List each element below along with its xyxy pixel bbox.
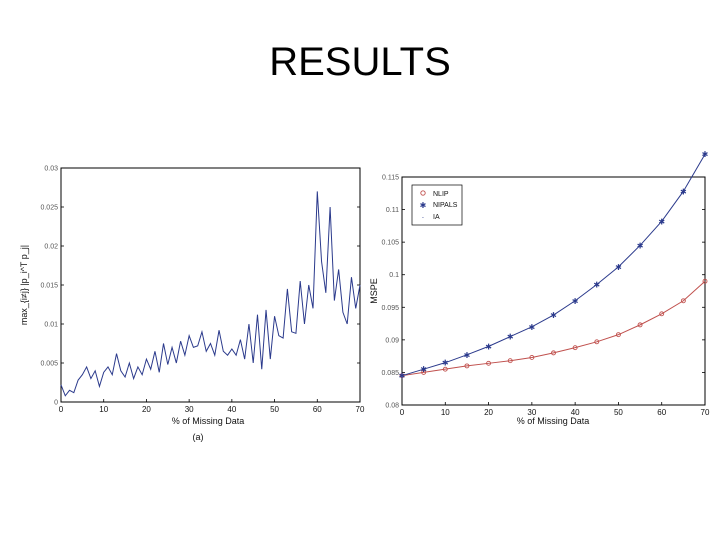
y-tick-label: 0.03	[44, 166, 58, 173]
nipals-point: ✱	[637, 241, 644, 250]
y-tick-label: 0	[54, 400, 58, 407]
nlip-point	[442, 366, 448, 372]
nlip-point	[507, 358, 513, 364]
chart-a-frame	[60, 167, 361, 403]
chart-b-nipals-line	[401, 153, 706, 377]
nipals-point: ✱	[420, 365, 427, 374]
chart-b-xlabel: % of Missing Data	[517, 416, 590, 426]
y-tick-label: 0.105	[381, 240, 399, 247]
x-tick-label: 0	[400, 408, 405, 417]
y-tick-label: 0.08	[385, 403, 399, 410]
nipals-point: ✱	[572, 297, 579, 306]
chart-a-xlabel: % of Missing Data	[172, 416, 245, 426]
nlip-point	[486, 360, 492, 366]
x-tick-label: 40	[227, 405, 236, 414]
x-tick-label: 10	[441, 408, 450, 417]
nipals-point: ✱	[507, 333, 514, 342]
legend-nipals-label: NIPALS	[433, 202, 458, 209]
x-tick-label: 20	[484, 408, 493, 417]
chart-a: 0 10 20 30 40 50 60 70 0 0.005 0.01 0.015 0.02 0.025 0…	[19, 166, 365, 443]
nipals-point: ✱	[485, 342, 492, 351]
legend-nlip-label: NLIP	[433, 191, 449, 198]
nlip-point	[594, 339, 600, 345]
x-tick-label: 60	[657, 408, 666, 417]
legend-ia-label: IA	[433, 214, 440, 221]
x-tick-label: 50	[614, 408, 623, 417]
nlip-point	[659, 311, 665, 317]
nipals-point: ✱	[550, 311, 557, 320]
y-tick-label: 0.095	[381, 305, 399, 312]
y-tick-label: 0.005	[40, 361, 58, 368]
nlip-point	[637, 322, 643, 328]
nipals-point: ✱	[399, 372, 406, 381]
nlip-point	[551, 350, 556, 356]
y-tick-label: 0.085	[381, 370, 399, 377]
nipals-point: ✱	[529, 323, 536, 332]
y-tick-label: 0.11	[386, 207, 399, 214]
chart-b-legend: NLIP ✱ NIPALS · IA	[411, 184, 463, 226]
chart-a-ylabel: max_{i≠j} |p_i^T p_j|	[19, 245, 29, 325]
y-tick-label: 0.02	[44, 244, 58, 251]
x-tick-label: 70	[356, 405, 365, 414]
x-tick-label: 30	[185, 405, 194, 414]
y-tick-label: 0.115	[382, 175, 399, 182]
chart-a-series-line	[60, 191, 361, 397]
nipals-point: ✱	[658, 217, 665, 226]
y-tick-label: 0.09	[385, 337, 399, 344]
chart-b-ylabel: MSPE	[369, 278, 379, 304]
legend-nlip-marker	[420, 190, 426, 196]
y-tick-label: 0.015	[40, 283, 58, 290]
x-tick-label: 0	[59, 405, 64, 414]
nipals-point: ✱	[702, 150, 709, 159]
nlip-point	[529, 354, 535, 360]
chart-b: 0 10 20 30 40 50 60 70 0.08 0.085 0.09 0.095 0.1 0.10…	[369, 150, 710, 426]
nlip-point	[615, 332, 621, 338]
legend-nipals-marker: ✱	[420, 201, 427, 210]
x-tick-label: 40	[571, 408, 580, 417]
nlip-point	[464, 363, 470, 369]
nipals-point: ✱	[680, 187, 687, 196]
nipals-point: ✱	[615, 263, 622, 272]
chart-a-panel-label: (a)	[193, 432, 204, 442]
x-tick-label: 50	[270, 405, 279, 414]
chart-a-ticks: 0 10 20 30 40 50 60 70 0 0.005 0.01 0.015 0.02 0.025 0…	[40, 166, 365, 415]
legend-ia-marker: ·	[422, 213, 425, 222]
nlip-point	[399, 373, 405, 379]
chart-b-ticks: 0 10 20 30 40 50 60 70 0.08 0.085 0.09 0.095 0.1 0.10…	[381, 175, 710, 418]
nipals-point: ✱	[442, 359, 449, 368]
y-tick-label: 0.01	[44, 322, 58, 329]
y-tick-label: 0.1	[389, 272, 399, 279]
chart-b-markers: ✱ ✱ ✱ ✱ ✱ ✱ ✱ ✱ ✱ ✱ ✱ ✱ ✱ ✱ ✱	[399, 150, 709, 380]
x-tick-label: 20	[142, 405, 151, 414]
x-tick-label: 60	[313, 405, 322, 414]
x-tick-label: 30	[527, 408, 536, 417]
slide-title: RESULTS	[269, 40, 451, 84]
nlip-point	[702, 278, 708, 284]
nlip-point	[680, 298, 686, 304]
nlip-point	[421, 369, 427, 375]
y-tick-label: 0.025	[40, 205, 58, 212]
nipals-point: ✱	[593, 280, 600, 289]
x-tick-label: 70	[701, 408, 710, 417]
chart-b-nlip-line	[401, 280, 706, 377]
legend-box	[411, 184, 463, 226]
x-tick-label: 10	[99, 405, 108, 414]
nipals-point: ✱	[464, 351, 471, 360]
nlip-point	[572, 345, 578, 351]
